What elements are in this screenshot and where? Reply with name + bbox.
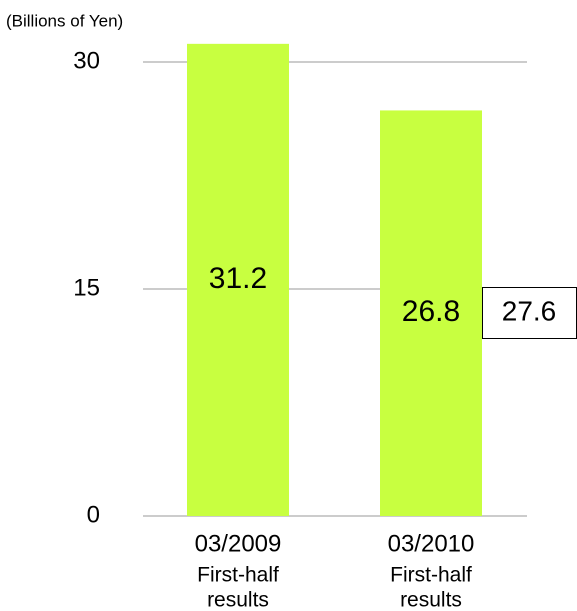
x-tick-label: First-half	[197, 564, 279, 587]
x-tick-label: results	[207, 589, 269, 611]
x-tick-label: results	[400, 589, 462, 611]
y-tick-label: 0	[87, 501, 100, 528]
x-tick-label: 03/2009	[195, 530, 282, 557]
bar	[380, 110, 482, 516]
x-tick-label: First-half	[390, 564, 472, 587]
y-axis-label: (Billions of Yen)	[6, 11, 123, 30]
value-label: 31.2	[209, 262, 267, 295]
y-tick-label: 30	[73, 47, 100, 74]
bar	[187, 43, 289, 517]
value-label: 26.8	[402, 295, 460, 328]
y-tick-label: 15	[73, 274, 100, 301]
annotation: 27.6	[502, 295, 557, 326]
x-tick-label: 03/2010	[388, 530, 475, 557]
